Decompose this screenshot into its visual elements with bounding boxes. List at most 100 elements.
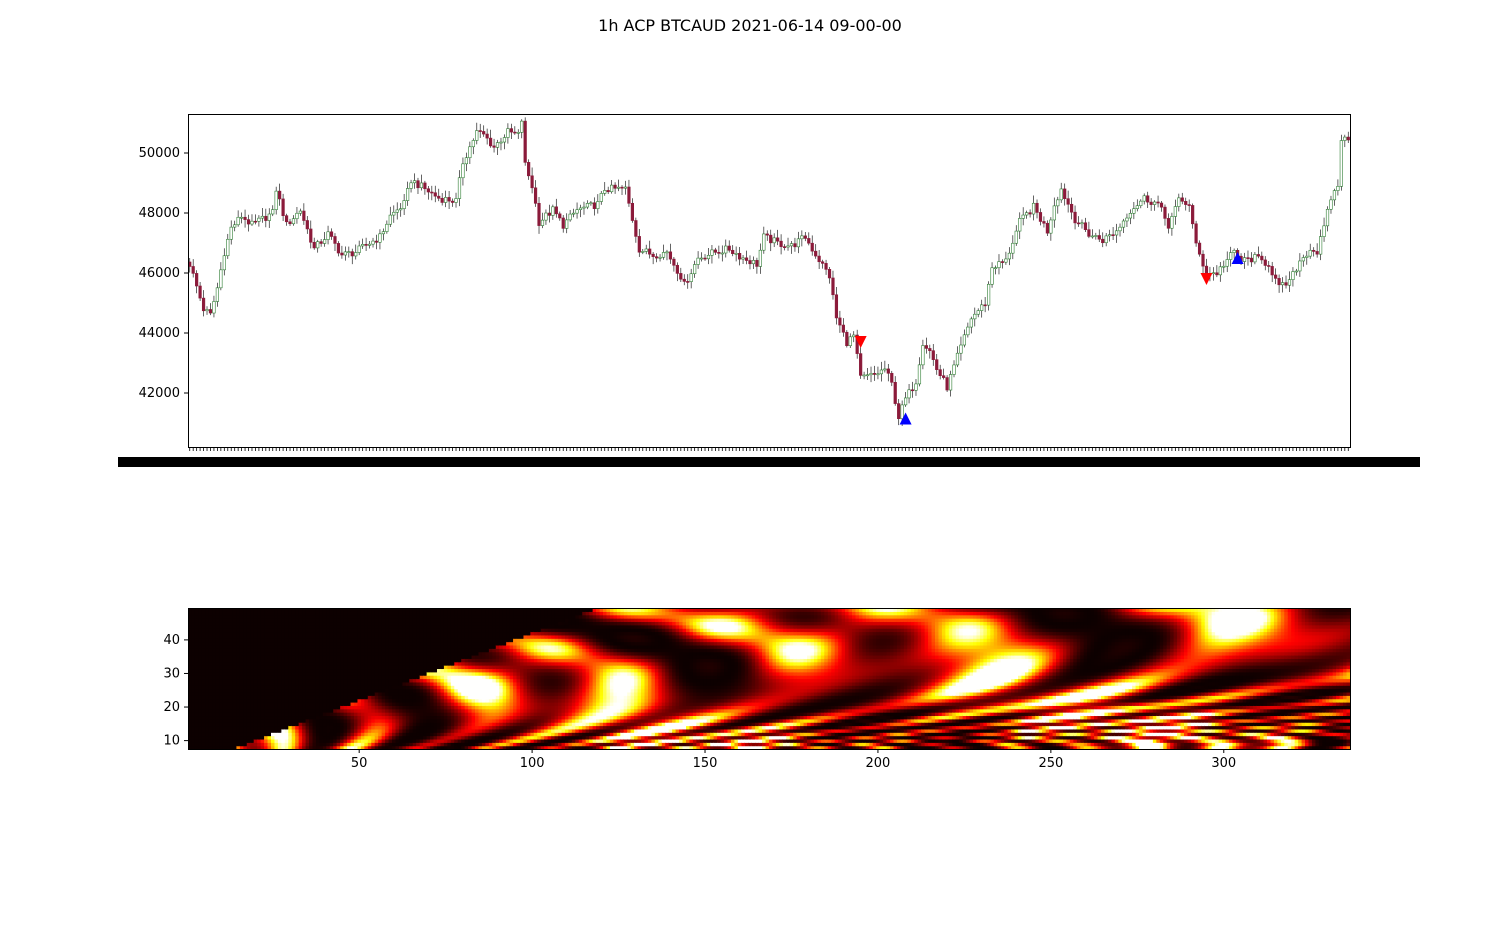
heatmap-cell (284, 745, 289, 750)
heatmap-cell (274, 742, 279, 747)
heatmap-cell (271, 631, 276, 636)
heatmap-cell (191, 735, 196, 740)
heatmap-cell (288, 715, 293, 720)
heatmap-cell (212, 661, 217, 666)
heatmap-cell (319, 668, 324, 673)
candle-body (478, 130, 482, 132)
heatmap-cell (229, 735, 234, 740)
heatmap-cell (302, 614, 307, 619)
heatmap-cell (253, 715, 258, 720)
heatmap-cell (326, 638, 331, 643)
heatmap-cell (191, 715, 196, 720)
heatmap-cell (333, 655, 338, 659)
heatmap-cell (329, 745, 334, 750)
heatmap-cell (295, 728, 300, 733)
heatmap-cell (305, 671, 310, 676)
heatmap-cell (271, 698, 276, 703)
candle-body (641, 251, 645, 253)
heatmap-cell (340, 725, 345, 730)
heatmap-cell (309, 624, 314, 629)
heatmap-cell (271, 665, 276, 670)
candle-body (461, 163, 465, 179)
heatmap-cell (295, 708, 300, 713)
candle-body (423, 182, 427, 190)
heatmap-cell (239, 698, 244, 703)
heatmap-cell (381, 728, 386, 733)
heatmap-cell (264, 688, 269, 693)
candle-body (1042, 221, 1046, 224)
heatmap-cell (226, 675, 231, 680)
heatmap-cell (343, 745, 348, 750)
heatmap-cell (357, 715, 362, 720)
heatmap-cell (354, 738, 359, 743)
heatmap-cell (201, 728, 206, 733)
heatmap-cell (371, 742, 376, 747)
candle (751, 256, 756, 270)
heatmap-cell (229, 641, 234, 646)
heatmap-cell (208, 681, 213, 686)
heatmap-cell (374, 702, 379, 706)
heatmap-cell (322, 691, 327, 696)
candle (744, 250, 749, 265)
heatmap-cell (354, 688, 359, 693)
heatmap-cell (222, 641, 227, 646)
heatmap-cell (274, 732, 279, 737)
heatmap-cell (232, 628, 238, 633)
candle (696, 251, 700, 269)
candle (450, 198, 455, 207)
heatmap-cell (354, 715, 359, 720)
candle (1149, 198, 1153, 211)
heatmap-cell (350, 655, 355, 659)
heatmap-cell (226, 648, 231, 653)
heatmap-cell (219, 695, 224, 700)
heatmap-cell (315, 611, 321, 616)
heatmap-cell (222, 661, 227, 666)
heatmap-cell (188, 628, 193, 633)
heatmap-cell (236, 705, 241, 710)
heatmap-cell (333, 644, 338, 649)
heatmap-cell (277, 668, 282, 673)
heatmap-cell (302, 678, 307, 683)
heatmap-cell (340, 668, 345, 673)
heatmap-cell (347, 745, 352, 750)
heatmap-cell (326, 735, 331, 740)
candle (1222, 260, 1226, 273)
heatmap-cell (281, 708, 286, 713)
heatmap-cell (239, 624, 244, 629)
candle-body (987, 283, 991, 306)
heatmap-cell (277, 725, 282, 730)
heatmap-cell (350, 671, 355, 676)
heatmap-cell (264, 634, 269, 639)
heatmap-cell (198, 621, 203, 626)
heatmap-cell (319, 661, 324, 666)
heatmap-cell (309, 614, 314, 619)
candle (305, 216, 309, 234)
sell-signal-marker (854, 336, 867, 348)
heatmap-cell (281, 631, 286, 636)
candle (727, 240, 731, 253)
heatmap-cell (277, 655, 282, 659)
heatmap-cell (291, 655, 296, 659)
heatmap-cell (340, 728, 345, 733)
heatmap-cell (222, 624, 227, 629)
heatmap-cell (288, 722, 293, 727)
heatmap-cell (236, 665, 241, 670)
candle-body (1004, 258, 1008, 263)
heatmap-cell (226, 655, 231, 659)
heatmap-cell (340, 671, 345, 676)
candle-body (689, 273, 693, 282)
heatmap-cell (212, 735, 217, 740)
heatmap-cell (236, 638, 241, 643)
heatmap-cell (246, 715, 251, 720)
heatmap-cell (267, 624, 272, 629)
heatmap-cell (219, 651, 224, 656)
heatmap-cell (215, 624, 220, 629)
heatmap-cell (367, 658, 372, 663)
heatmap-cell (191, 718, 196, 723)
heatmap-cell (191, 641, 196, 646)
heatmap-cell (340, 678, 345, 683)
heatmap-cell (212, 648, 217, 653)
candle (578, 204, 583, 218)
heatmap-cell (229, 738, 234, 743)
heatmap-cell (371, 702, 376, 706)
